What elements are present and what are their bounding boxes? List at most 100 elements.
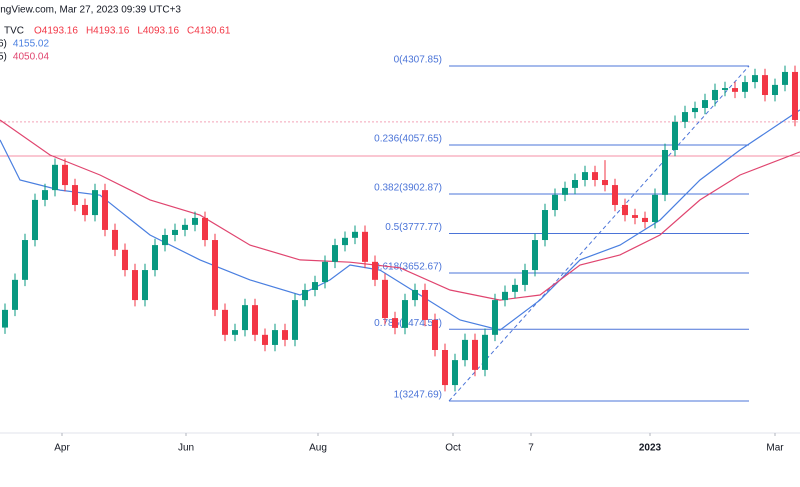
x-tick-label: Aug	[309, 443, 327, 454]
candle-body	[212, 240, 218, 310]
candle-body	[362, 231, 368, 262]
candle-body	[472, 339, 478, 370]
fib-label: 0.618(3652.67)	[374, 262, 442, 273]
x-tick-label: Jun	[178, 443, 194, 454]
indicator-label: 5)	[0, 52, 7, 63]
candle-body	[722, 88, 728, 90]
candle-body	[112, 229, 118, 250]
candle-body	[702, 100, 708, 108]
candle-body	[82, 204, 88, 216]
candle-body	[732, 88, 738, 92]
candle-body	[782, 71, 788, 85]
candle-body	[42, 190, 48, 200]
candle-body	[662, 149, 668, 195]
candle-body	[122, 249, 128, 271]
candle-body	[582, 172, 588, 181]
candle-body	[62, 164, 68, 186]
ohlc-value: C4130.61	[187, 26, 231, 37]
ohlc-value: O4193.16	[34, 26, 78, 37]
candle-body	[162, 234, 168, 246]
candle-body	[672, 121, 678, 150]
candle-body	[232, 330, 238, 335]
candle-body	[102, 190, 108, 230]
candle-body	[622, 204, 628, 216]
x-tick-label: 7	[528, 443, 534, 454]
fib-label: 0.236(4057.65)	[374, 134, 442, 145]
candle-body	[612, 185, 618, 205]
candle-body	[692, 107, 698, 113]
candle-body	[202, 217, 208, 241]
candle-body	[152, 245, 158, 271]
ohlc-value: H4193.16	[86, 26, 130, 37]
candle-body	[282, 330, 288, 340]
candle-body	[12, 279, 18, 310]
candle-body	[642, 217, 648, 223]
candle-body	[252, 305, 258, 335]
candle-body	[482, 334, 488, 370]
candle-body	[322, 261, 328, 283]
candle-body	[452, 360, 458, 386]
candle-body	[172, 229, 178, 235]
candle-body	[432, 319, 438, 350]
candle-body	[72, 185, 78, 205]
candle-body	[592, 172, 598, 181]
indicator-label: 6)	[0, 39, 7, 50]
candle-body	[92, 190, 98, 216]
candle-body	[652, 194, 658, 223]
candle-body	[302, 289, 308, 301]
candle-body	[552, 194, 558, 211]
candle-body	[52, 164, 58, 191]
moving-average	[0, 109, 800, 331]
candle-body	[342, 237, 348, 246]
ohlc-value: L4093.16	[137, 26, 179, 37]
source-line: ingView.com, Mar 27, 2023 09:39 UTC+3	[0, 5, 181, 16]
candle-body	[772, 84, 778, 96]
candle-body	[272, 330, 278, 345]
moving-average	[0, 119, 800, 301]
indicator-value: 4050.04	[13, 52, 50, 63]
candle-body	[412, 289, 418, 301]
fib-label: 0.382(3902.87)	[374, 183, 442, 194]
candle-body	[242, 305, 248, 331]
x-tick-label: Mar	[766, 443, 784, 454]
symbol: TVC	[4, 26, 24, 37]
candle-body	[352, 231, 358, 238]
candle-body	[32, 199, 38, 241]
candle-body	[392, 318, 398, 328]
candle-body	[22, 240, 28, 280]
candle-body	[442, 349, 448, 386]
candle-body	[532, 240, 538, 271]
fib-label: 1(3247.69)	[394, 390, 442, 401]
candle-body	[262, 334, 268, 345]
candle-body	[132, 270, 138, 301]
candle-body	[712, 89, 718, 101]
candle-body	[502, 291, 508, 301]
candle-body	[422, 289, 428, 320]
fib-trend-line	[448, 65, 750, 402]
candle-body	[542, 210, 548, 241]
candle-body	[402, 300, 408, 328]
candle-body	[142, 270, 148, 301]
candle-body	[562, 187, 568, 195]
indicator-value: 4155.02	[13, 39, 50, 50]
x-tick-label: Oct	[445, 443, 461, 454]
candle-body	[522, 270, 528, 285]
candle-body	[462, 339, 468, 361]
candle-body	[382, 279, 388, 319]
fib-label: 0(4307.85)	[394, 55, 442, 66]
candle-body	[572, 180, 578, 188]
candle-body	[762, 75, 768, 96]
candle-body	[602, 180, 608, 186]
candle-body	[512, 284, 518, 292]
fib-label: 0.786(3474.57)	[374, 318, 442, 329]
candle-body	[2, 309, 8, 328]
candle-body	[292, 300, 298, 340]
candle-body	[792, 71, 798, 120]
candle-body	[682, 112, 688, 122]
candle-body	[632, 215, 638, 218]
x-tick-label: Apr	[54, 443, 70, 454]
x-tick-label: 2023	[639, 443, 662, 454]
candle-body	[192, 217, 198, 225]
candle-body	[222, 309, 228, 335]
